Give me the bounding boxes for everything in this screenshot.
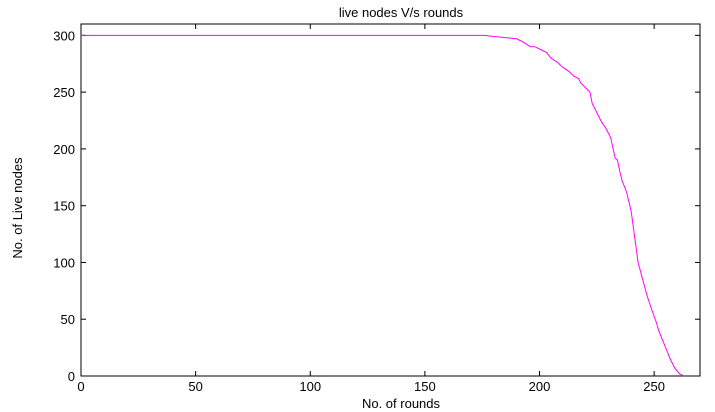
x-tick-label: 150	[414, 379, 436, 394]
y-tick-label: 300	[53, 28, 75, 43]
axis-ticks	[80, 24, 700, 377]
axis-tick-labels: 0 50 100 150 200 250 0 50 100 150 200 250 300	[53, 28, 665, 394]
series-layer	[81, 34, 685, 377]
plot-frame	[80, 23, 701, 377]
chart-title: live nodes V/s rounds	[339, 5, 464, 20]
y-tick-label: 100	[53, 255, 75, 270]
y-tick-label: 200	[53, 142, 75, 157]
y-tick-label: 250	[53, 85, 75, 100]
plot-border	[80, 23, 701, 377]
x-tick-label: 0	[77, 379, 84, 394]
live-nodes-line	[81, 34, 685, 377]
x-axis-title: No. of rounds	[362, 396, 441, 411]
y-tick-label: 0	[68, 369, 75, 384]
x-tick-label: 100	[299, 379, 321, 394]
x-tick-label: 250	[643, 379, 665, 394]
y-tick-label: 50	[61, 312, 75, 327]
x-tick-label: 50	[188, 379, 202, 394]
y-axis-title: No. of Live nodes	[10, 157, 25, 259]
y-tick-label: 150	[53, 199, 75, 214]
x-tick-label: 200	[529, 379, 551, 394]
